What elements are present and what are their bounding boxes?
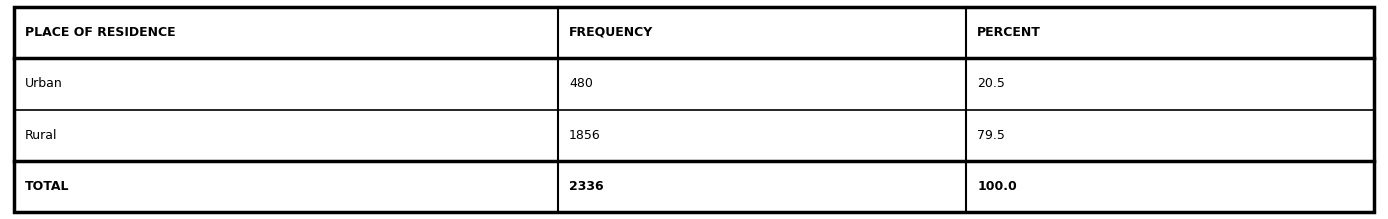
Text: Urban: Urban bbox=[25, 77, 62, 90]
Text: 1856: 1856 bbox=[569, 129, 601, 142]
Text: TOTAL: TOTAL bbox=[25, 180, 69, 193]
Text: 20.5: 20.5 bbox=[977, 77, 1005, 90]
Text: PERCENT: PERCENT bbox=[977, 26, 1041, 39]
Text: PLACE OF RESIDENCE: PLACE OF RESIDENCE bbox=[25, 26, 176, 39]
Text: 79.5: 79.5 bbox=[977, 129, 1005, 142]
Text: 2336: 2336 bbox=[569, 180, 604, 193]
Text: 100.0: 100.0 bbox=[977, 180, 1017, 193]
Text: Rural: Rural bbox=[25, 129, 57, 142]
Text: 480: 480 bbox=[569, 77, 593, 90]
Text: FREQUENCY: FREQUENCY bbox=[569, 26, 654, 39]
